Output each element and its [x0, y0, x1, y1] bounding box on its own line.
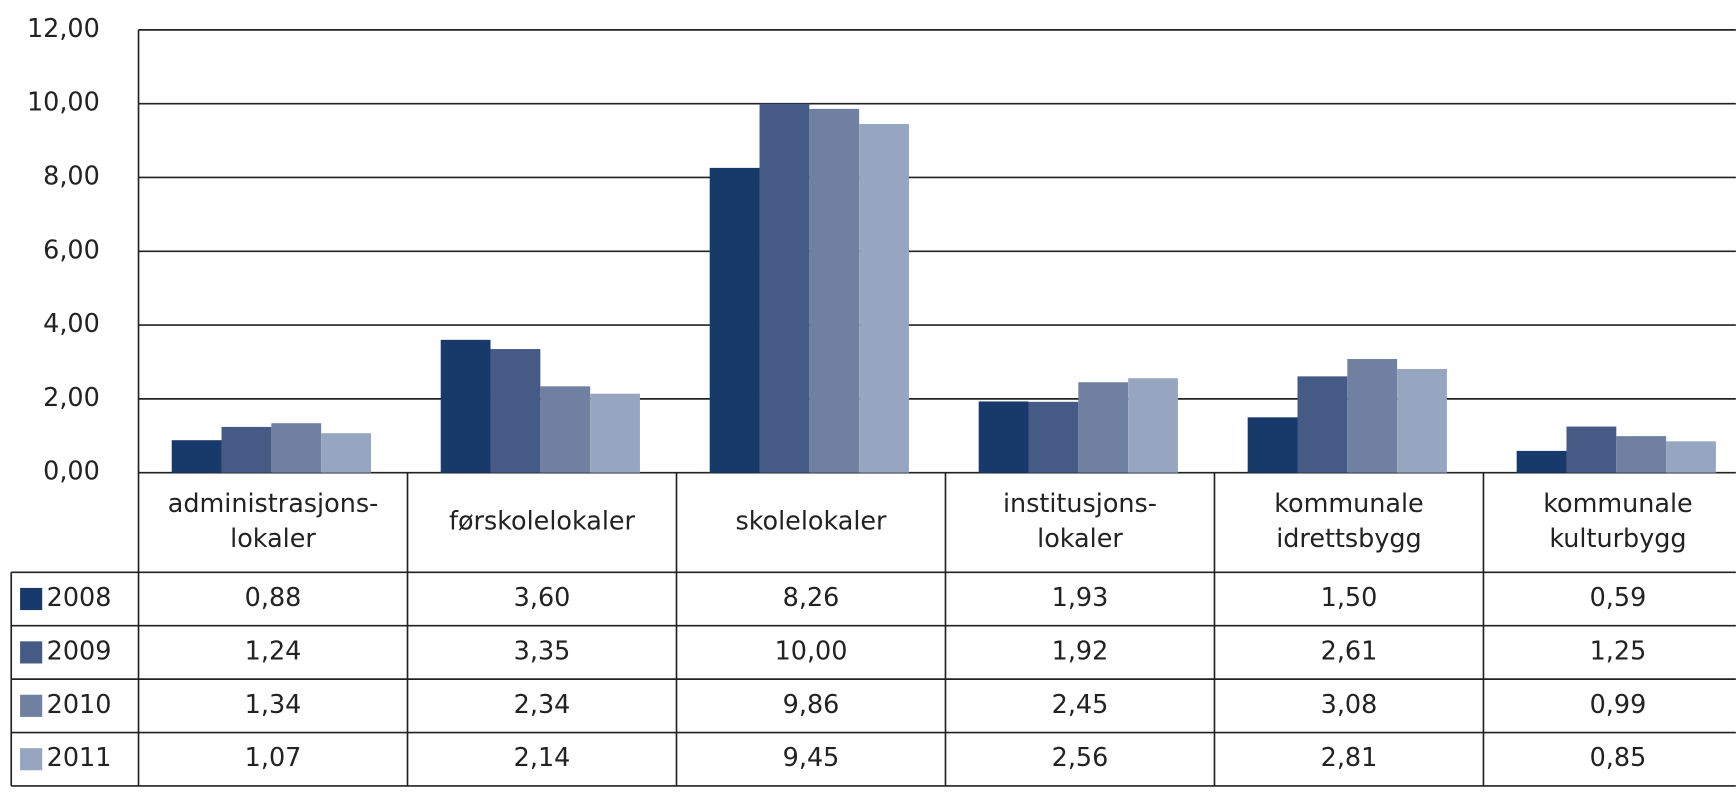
value-label: 9,45 — [783, 743, 840, 773]
bar — [1516, 450, 1567, 473]
y-tick-label: 12,00 — [27, 14, 100, 44]
value-label: 1,50 — [1321, 583, 1378, 613]
value-label: 9,86 — [783, 690, 840, 720]
value-label: 2,56 — [1052, 743, 1109, 773]
x-tick-label: administrasjons- — [168, 489, 378, 519]
bar — [321, 433, 371, 473]
legend-label: 2009 — [47, 636, 112, 666]
value-label: 1,25 — [1590, 636, 1647, 666]
x-tick-label: kommunale — [1274, 489, 1424, 519]
y-tick-label: 2,00 — [43, 383, 100, 413]
y-tick-label: 6,00 — [43, 235, 100, 265]
value-label: 2,81 — [1321, 743, 1378, 773]
bar — [1616, 436, 1667, 473]
legend-label: 2008 — [47, 583, 112, 613]
legend-swatch — [20, 587, 43, 611]
legend-swatch — [20, 694, 43, 717]
bar — [490, 349, 541, 473]
value-label: 0,59 — [1590, 583, 1647, 613]
value-label: 0,99 — [1590, 690, 1647, 720]
y-tick-label: 0,00 — [43, 457, 100, 487]
bar — [440, 339, 491, 473]
bar — [590, 393, 640, 473]
bar — [1666, 441, 1716, 473]
x-tick-label: kulturbygg — [1549, 524, 1686, 554]
x-tick-label: lokaler — [230, 524, 316, 554]
legend-label: 2010 — [47, 690, 112, 720]
bar — [1078, 382, 1129, 473]
bar — [271, 423, 322, 473]
bar — [1297, 376, 1348, 473]
value-label: 0,88 — [245, 583, 302, 613]
bar — [1566, 426, 1617, 473]
bar — [1397, 368, 1447, 473]
value-label: 0,85 — [1590, 743, 1647, 773]
x-tick-label: idrettsbygg — [1276, 524, 1421, 554]
value-label: 3,60 — [514, 583, 571, 613]
bar — [1247, 417, 1298, 473]
legend-swatch — [20, 641, 43, 664]
value-label: 1,93 — [1052, 583, 1109, 613]
value-label: 2,34 — [514, 690, 571, 720]
x-tick-label: førskolelokaler — [449, 506, 636, 536]
bar — [809, 108, 860, 473]
y-tick-label: 8,00 — [43, 161, 100, 191]
value-label: 1,07 — [245, 743, 302, 773]
value-label: 10,00 — [775, 636, 848, 666]
value-label: 3,35 — [514, 636, 571, 666]
bar — [709, 167, 760, 473]
legend-label: 2011 — [47, 743, 112, 773]
value-label: 2,61 — [1321, 636, 1378, 666]
value-label: 1,92 — [1052, 636, 1109, 666]
value-label: 2,45 — [1052, 690, 1109, 720]
bar — [1347, 359, 1398, 473]
bar — [1128, 378, 1178, 473]
bar — [221, 426, 272, 473]
value-label: 2,14 — [514, 743, 571, 773]
value-label: 8,26 — [783, 583, 840, 613]
bar — [759, 103, 810, 473]
y-tick-label: 4,00 — [43, 309, 100, 339]
bar — [978, 401, 1029, 473]
bar — [540, 386, 591, 473]
x-tick-label: institusjons- — [1003, 489, 1157, 519]
legend-swatch — [20, 748, 43, 771]
x-tick-label: lokaler — [1037, 524, 1123, 554]
bar — [859, 123, 909, 473]
value-label: 1,34 — [245, 690, 302, 720]
bar — [171, 440, 222, 473]
y-tick-label: 10,00 — [27, 88, 100, 118]
value-label: 3,08 — [1321, 690, 1378, 720]
value-label: 1,24 — [245, 636, 302, 666]
x-tick-label: skolelokaler — [735, 506, 887, 536]
bar — [1028, 401, 1079, 473]
x-tick-label: kommunale — [1543, 489, 1693, 519]
